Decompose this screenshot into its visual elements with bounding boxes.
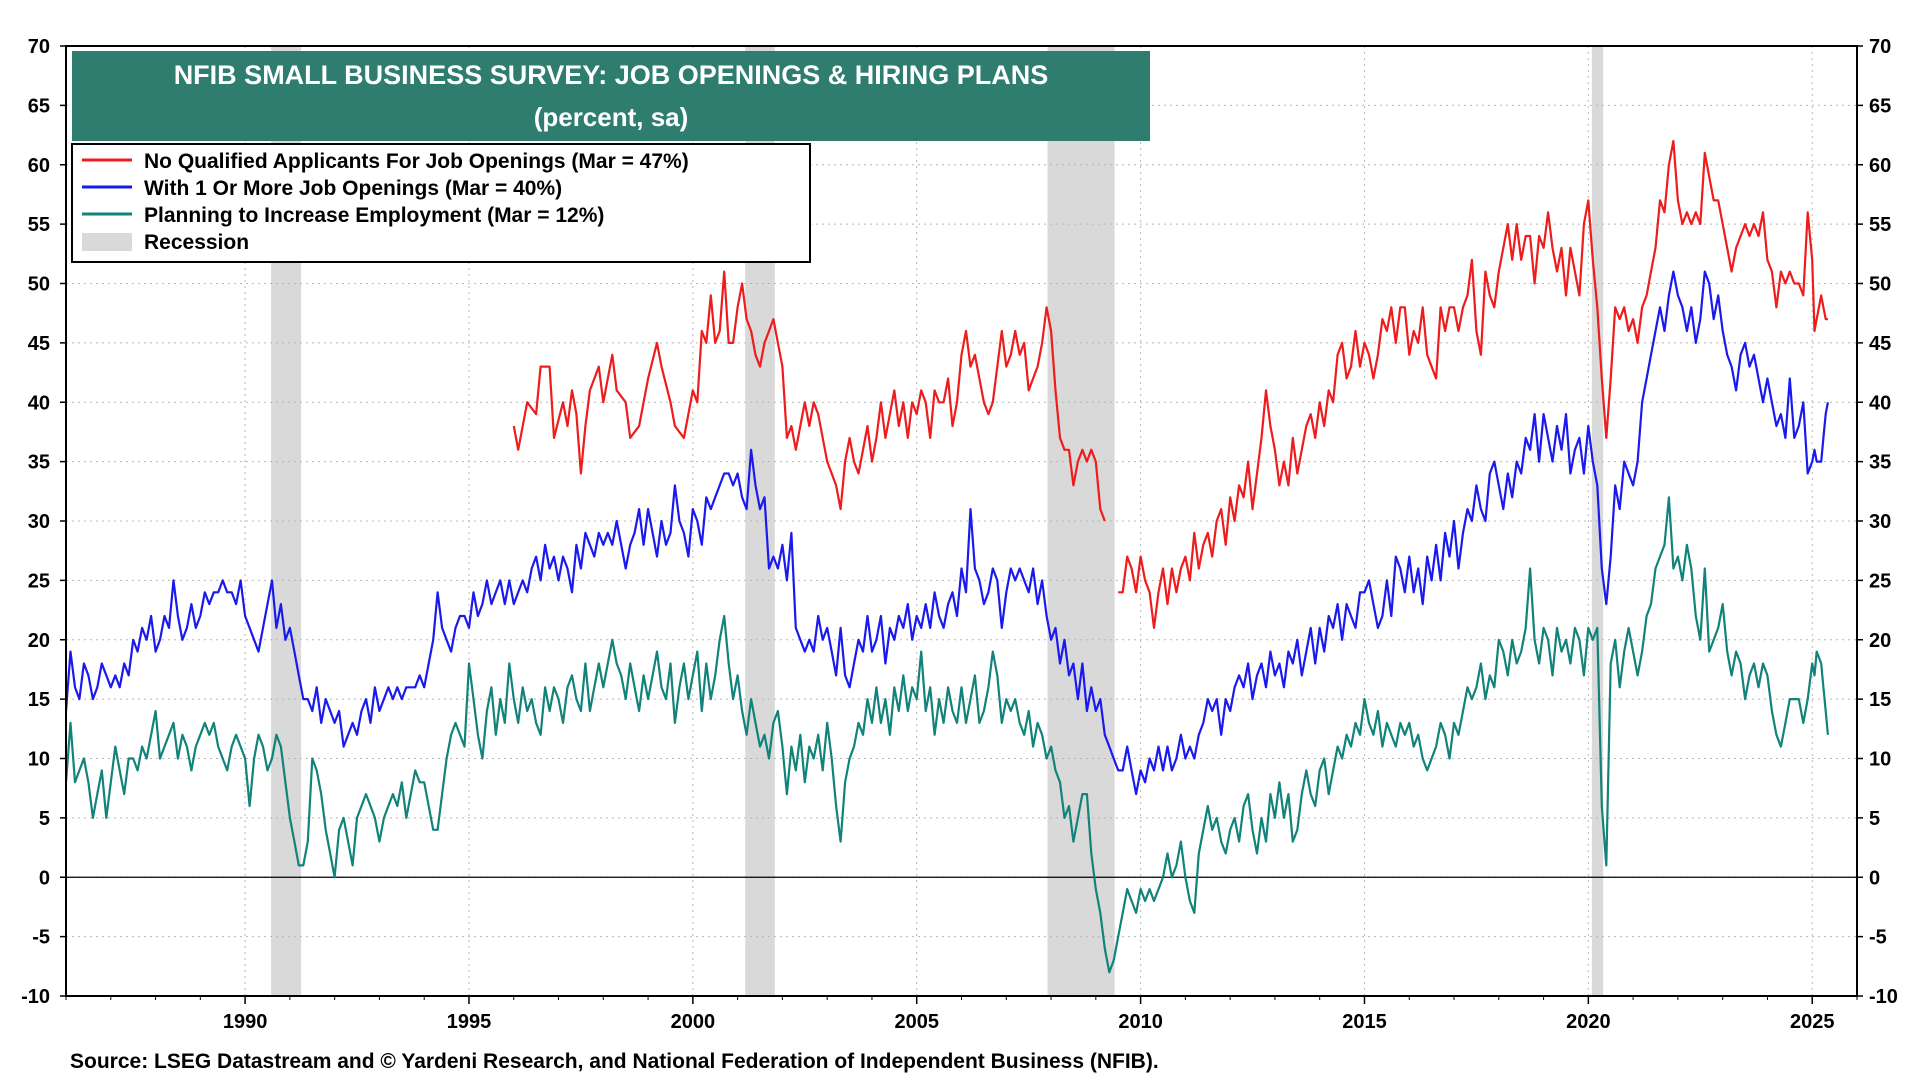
- y-tick-label-left: 20: [28, 630, 50, 652]
- series-line: [512, 270, 1106, 522]
- legend-label: Planning to Increase Employment (Mar = 1…: [144, 204, 604, 227]
- legend-item: Recession: [82, 231, 249, 254]
- x-tick-label: 2015: [1342, 1011, 1387, 1033]
- x-tick-label: 2005: [894, 1011, 939, 1033]
- y-tick-label-left: 30: [28, 511, 50, 533]
- y-tick-label-right: 40: [1869, 392, 1891, 414]
- y-tick-label-right: 50: [1869, 274, 1891, 296]
- y-tick-label-left: 5: [39, 808, 50, 830]
- y-tick-label-left: 0: [39, 867, 50, 889]
- y-tick-label-right: 5: [1869, 808, 1880, 830]
- chart-title: NFIB SMALL BUSINESS SURVEY: JOB OPENINGS…: [174, 60, 1049, 90]
- x-tick-label: 1990: [223, 1011, 268, 1033]
- y-tick-label-right: -5: [1869, 927, 1887, 949]
- x-tick-label: 2010: [1118, 1011, 1163, 1033]
- y-tick-label-right: 65: [1869, 95, 1891, 117]
- legend-box: [71, 143, 811, 263]
- y-tick-label-right: 0: [1869, 867, 1880, 889]
- title-background: [72, 51, 1150, 141]
- title-box: NFIB SMALL BUSINESS SURVEY: JOB OPENINGS…: [72, 51, 1150, 141]
- y-tick-label-left: 15: [28, 689, 50, 711]
- y-tick-label-left: 35: [28, 452, 50, 474]
- legend-item: No Qualified Applicants For Job Openings…: [82, 150, 689, 173]
- y-tick-label-left: 50: [28, 274, 50, 296]
- source-note: Source: LSEG Datastream and © Yardeni Re…: [70, 1050, 1159, 1073]
- legend-label: With 1 Or More Job Openings (Mar = 40%): [144, 177, 562, 200]
- y-tick-label-left: 60: [28, 155, 50, 177]
- legend-label: No Qualified Applicants For Job Openings…: [144, 150, 689, 173]
- chart-subtitle: (percent, sa): [534, 102, 689, 132]
- y-tick-label-right: 25: [1869, 570, 1891, 592]
- y-tick-label-right: -10: [1869, 986, 1898, 1008]
- y-tick-label-right: 10: [1869, 749, 1891, 771]
- y-tick-label-right: 70: [1869, 36, 1891, 58]
- y-tick-label-right: 35: [1869, 452, 1891, 474]
- series-line: [1118, 139, 1828, 629]
- y-tick-label-left: 55: [28, 214, 50, 236]
- y-tick-label-left: 25: [28, 570, 50, 592]
- x-tick-label: 2025: [1790, 1011, 1835, 1033]
- y-tick-label-left: 10: [28, 749, 50, 771]
- y-tick-label-left: -5: [32, 927, 50, 949]
- legend-item: With 1 Or More Job Openings (Mar = 40%): [82, 177, 562, 200]
- series-line: [64, 270, 1829, 796]
- series-lines: [64, 139, 1829, 974]
- y-tick-label-right: 45: [1869, 333, 1891, 355]
- y-tick-label-left: 40: [28, 392, 50, 414]
- y-tick-label-left: -10: [21, 986, 50, 1008]
- legend-swatch: [82, 233, 132, 251]
- series-line: [64, 496, 1829, 974]
- y-tick-label-right: 60: [1869, 155, 1891, 177]
- x-tick-label: 2000: [671, 1011, 716, 1033]
- y-tick-label-right: 15: [1869, 689, 1891, 711]
- y-tick-label-right: 30: [1869, 511, 1891, 533]
- x-tick-label: 2020: [1566, 1011, 1611, 1033]
- legend: No Qualified Applicants For Job Openings…: [71, 143, 811, 263]
- y-tick-label-left: 65: [28, 95, 50, 117]
- y-tick-label-left: 70: [28, 36, 50, 58]
- x-tick-label: 1995: [447, 1011, 492, 1033]
- y-tick-label-right: 20: [1869, 630, 1891, 652]
- y-tick-label-right: 55: [1869, 214, 1891, 236]
- legend-item: Planning to Increase Employment (Mar = 1…: [82, 204, 604, 227]
- y-tick-label-left: 45: [28, 333, 50, 355]
- legend-label: Recession: [144, 231, 249, 254]
